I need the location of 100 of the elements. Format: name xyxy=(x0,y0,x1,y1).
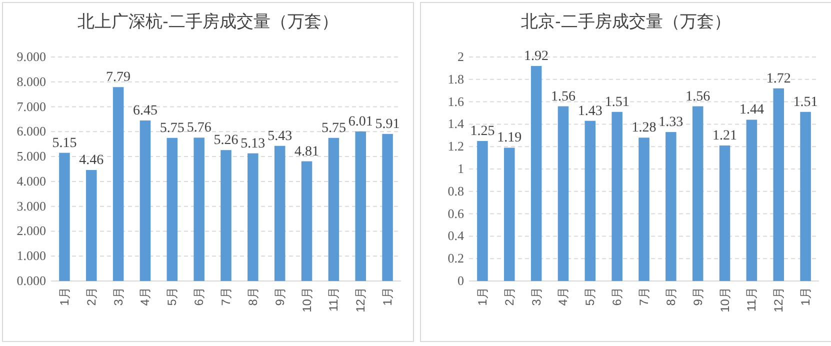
x-tick-label: 5月 xyxy=(583,287,598,306)
bar xyxy=(382,134,393,281)
bar xyxy=(140,120,151,281)
x-tick-label: 12月 xyxy=(772,287,786,312)
bar xyxy=(355,131,366,281)
bar xyxy=(59,152,70,281)
y-tick-label: 0 xyxy=(458,273,464,288)
bar xyxy=(558,106,569,281)
bar xyxy=(504,148,515,281)
y-tick-label: 0.2 xyxy=(448,250,464,266)
data-label: 7.79 xyxy=(106,70,131,86)
data-label: 5.26 xyxy=(214,133,238,148)
x-tick-label: 10月 xyxy=(718,287,732,312)
x-tick-label: 2月 xyxy=(84,287,98,306)
data-label: 1.56 xyxy=(686,89,710,104)
bar xyxy=(274,146,286,281)
data-label: 5.91 xyxy=(375,116,400,132)
x-tick-label: 1月 xyxy=(798,287,813,306)
y-tick-label: 2.000 xyxy=(16,223,46,238)
x-tick-label: 8月 xyxy=(664,287,678,306)
chart-title: 北上广深杭-二手房成交量（万套） xyxy=(78,12,338,31)
bar xyxy=(166,138,178,281)
data-label: 1.51 xyxy=(604,94,630,110)
x-tick-label: 10月 xyxy=(300,287,314,312)
data-label: 4.46 xyxy=(79,152,104,168)
y-tick-label: 3.000 xyxy=(16,198,46,214)
y-tick-label: 1.8 xyxy=(448,71,464,86)
bar xyxy=(194,138,204,281)
x-tick-label: 3月 xyxy=(111,287,126,306)
x-tick-label: 7月 xyxy=(637,287,651,306)
bar xyxy=(86,170,97,281)
data-label: 5.75 xyxy=(160,120,184,136)
y-tick-label: 7.000 xyxy=(16,98,46,114)
x-tick-label: 1月 xyxy=(380,287,395,306)
data-label: 1.72 xyxy=(766,71,791,86)
x-tick-label: 6月 xyxy=(610,287,624,306)
y-tick-label: 0.8 xyxy=(448,183,464,198)
data-label: 1.44 xyxy=(739,102,764,118)
data-label: 1.25 xyxy=(470,124,495,139)
bar xyxy=(719,145,730,281)
bar xyxy=(530,66,542,281)
y-tick-label: 9.000 xyxy=(16,49,46,64)
bar xyxy=(800,112,811,281)
data-label: 5.75 xyxy=(321,120,346,136)
bar xyxy=(584,120,596,281)
x-tick-label: 1月 xyxy=(57,287,72,306)
y-tick-label: 5.000 xyxy=(16,148,46,164)
data-label: 1.33 xyxy=(658,115,684,130)
data-label: 4.81 xyxy=(294,144,320,160)
y-tick-label: 2 xyxy=(458,49,464,64)
data-label: 6.45 xyxy=(132,103,158,118)
y-tick-label: 4.000 xyxy=(16,173,46,188)
data-label: 1.19 xyxy=(497,130,522,146)
y-tick-label: 1.2 xyxy=(448,138,464,154)
x-tick-label: 11月 xyxy=(744,287,759,312)
bar xyxy=(746,120,758,281)
bar xyxy=(773,88,784,281)
bar xyxy=(301,161,312,281)
bar xyxy=(248,153,258,281)
x-tick-label: 9月 xyxy=(690,287,705,306)
data-label: 5.13 xyxy=(240,136,266,152)
y-tick-label: 6.000 xyxy=(16,124,46,139)
y-tick-label: 1.000 xyxy=(16,248,46,264)
x-tick-label: 4月 xyxy=(138,287,152,306)
data-label: 5.15 xyxy=(52,136,77,151)
x-tick-label: 6月 xyxy=(192,287,206,306)
y-tick-label: 1.4 xyxy=(448,116,464,132)
data-label: 1.56 xyxy=(550,89,576,104)
x-tick-label: 4月 xyxy=(556,287,570,306)
x-tick-label: 1月 xyxy=(475,287,490,306)
x-tick-label: 12月 xyxy=(354,287,368,312)
bar xyxy=(477,141,488,281)
y-tick-label: 8.000 xyxy=(16,74,46,89)
x-tick-label: 7月 xyxy=(219,287,233,306)
bar xyxy=(638,138,650,281)
x-tick-label: 8月 xyxy=(246,287,260,306)
bar xyxy=(666,132,676,281)
data-label: 1.92 xyxy=(524,48,549,64)
x-tick-label: 11月 xyxy=(326,287,341,312)
data-label: 1.51 xyxy=(793,94,818,110)
x-tick-label: 3月 xyxy=(529,287,544,306)
data-label: 1.43 xyxy=(578,104,602,119)
y-tick-label: 0.6 xyxy=(448,206,464,221)
bar xyxy=(612,112,622,281)
data-label: 5.76 xyxy=(186,120,212,136)
data-label: 1.21 xyxy=(712,128,738,144)
y-tick-label: 1.6 xyxy=(448,94,464,109)
x-tick-label: 5月 xyxy=(165,287,180,306)
x-tick-label: 2月 xyxy=(502,287,516,306)
bar xyxy=(692,106,704,281)
chart-title: 北京-二手房成交量（万套） xyxy=(521,12,731,31)
y-tick-label: 0.000 xyxy=(16,273,46,288)
data-label: 5.43 xyxy=(268,128,292,144)
bar xyxy=(220,150,232,281)
data-label: 1.28 xyxy=(632,120,656,136)
data-label: 6.01 xyxy=(348,114,373,130)
x-tick-label: 9月 xyxy=(272,287,287,306)
y-tick-label: 0.4 xyxy=(448,228,464,244)
bar xyxy=(328,138,340,281)
y-tick-label: 1 xyxy=(458,161,464,176)
